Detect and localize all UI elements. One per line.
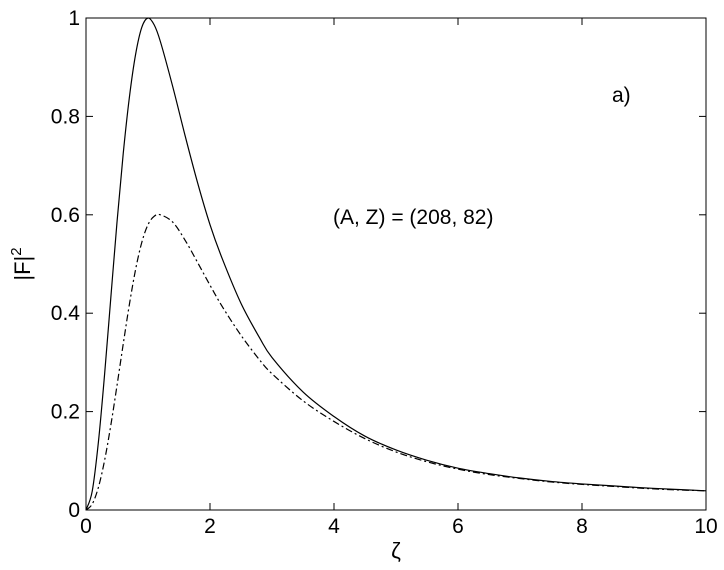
x-tick-label: 2 (204, 515, 216, 538)
x-axis-label: ζ (391, 538, 401, 563)
y-axis-label: |F|2 (8, 247, 35, 280)
series-layer (85, 17, 707, 511)
x-tick-label: 4 (328, 515, 340, 538)
plot-frame (85, 17, 707, 511)
tick-group (85, 17, 707, 511)
series-line-solid (85, 17, 707, 511)
y-tick-label: 0.4 (51, 302, 81, 325)
y-tick-label: 0.8 (51, 105, 80, 128)
x-tick-label: 6 (452, 515, 464, 538)
tick-label-group: 0 2 4 6 8 10 0 0.2 0.4 0.6 0.8 1 (51, 7, 718, 538)
y-axis-label-main: |F| (10, 256, 35, 281)
panel-label: a) (612, 84, 631, 107)
x-tick-label: 10 (694, 515, 717, 538)
series-line-dash-dot (85, 213, 707, 511)
x-tick-label: 0 (80, 515, 92, 538)
x-tick-label: 8 (576, 515, 588, 538)
nucleus-annotation: (A, Z) = (208, 82) (333, 206, 493, 229)
y-tick-label: 0.6 (51, 204, 80, 227)
y-tick-label: 1 (68, 7, 80, 30)
y-tick-label: 0 (68, 499, 80, 522)
y-axis-label-superscript: 2 (8, 247, 25, 255)
y-tick-label: 0.2 (51, 401, 80, 424)
